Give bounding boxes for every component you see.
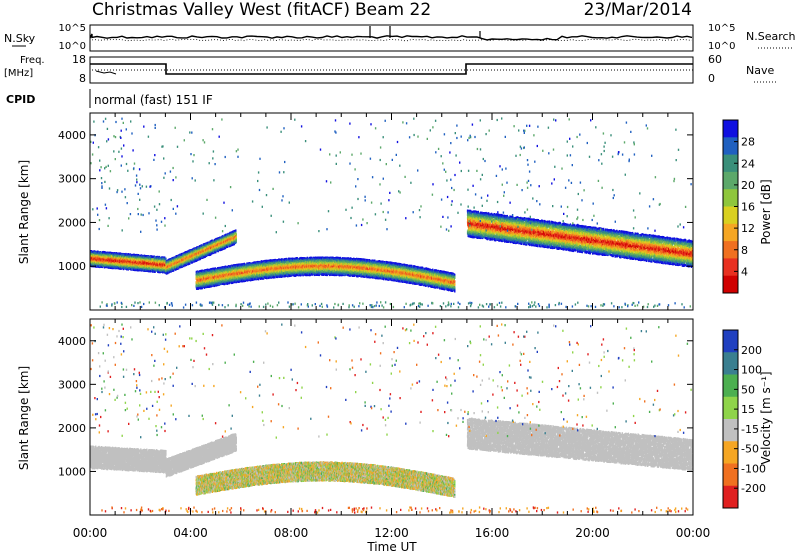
- freq-traces: [90, 64, 693, 74]
- freq-tick-bottom: 8: [79, 72, 86, 85]
- station-title: Christmas Valley West (fitACF): [92, 0, 350, 20]
- nsky-label: N.Sky: [4, 32, 36, 45]
- nave-tick-bottom: 0: [708, 72, 715, 85]
- noise-tick-right-bottom: 10^0: [708, 41, 735, 52]
- freq-label-line2: [MHz]: [4, 68, 33, 79]
- beam-label: Beam 22: [355, 0, 431, 20]
- cpid-text: normal (fast) 151 IF: [94, 93, 213, 107]
- noise-tick-left-top: 10^5: [59, 23, 86, 34]
- noise-traces: [90, 26, 692, 41]
- nave-tick-top: 60: [708, 53, 722, 66]
- noise-tick-left-bottom: 10^0: [59, 41, 86, 52]
- nsearch-label: N.Search: [746, 30, 796, 43]
- freq-label-line1: Freq.: [20, 55, 45, 66]
- nave-label: Nave: [746, 64, 774, 77]
- noise-tick-right-top: 10^5: [708, 23, 735, 34]
- power-heatmap: [90, 117, 693, 308]
- nsky-trace: [90, 34, 692, 40]
- date-label: 23/Mar/2014: [584, 0, 692, 20]
- nsearch-trace: [92, 39, 692, 40]
- freq-tick-top: 18: [72, 53, 86, 66]
- cpid-label: CPID: [6, 93, 35, 106]
- freq-trace: [90, 64, 693, 74]
- nave-trace-start: [96, 71, 116, 74]
